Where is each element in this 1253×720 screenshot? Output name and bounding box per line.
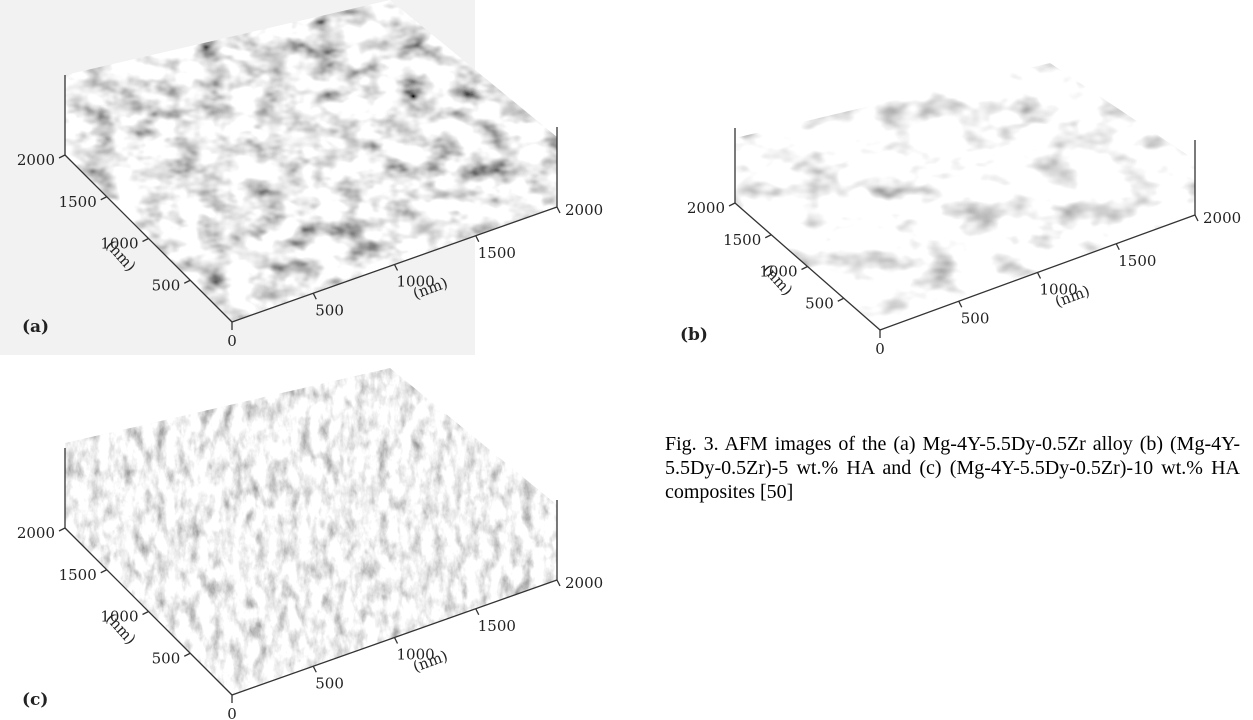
axis-line: [959, 301, 962, 307]
width-tick-label: 2000: [1203, 209, 1241, 227]
width-tick-label: 1500: [478, 617, 516, 635]
height-tick-label: 2000: [687, 199, 725, 217]
height-tick-label: 500: [152, 276, 181, 294]
page: {"figure": { "panels": [ {"label": "(a)"…: [0, 0, 1253, 720]
width-tick-label: 1500: [478, 244, 516, 262]
afm-surface: [735, 33, 1195, 330]
panel-label: (b): [680, 325, 708, 345]
axis-line: [1116, 244, 1119, 250]
height-tick-label: 500: [805, 294, 834, 312]
width-tick-label: 2000: [565, 201, 603, 219]
height-tick-label: 1500: [59, 193, 97, 211]
axis-line: [802, 267, 808, 270]
panel-label: (c): [22, 690, 48, 710]
axis-line: [1195, 215, 1198, 221]
axis-line: [59, 528, 65, 531]
axis-line: [184, 653, 190, 656]
axis-line: [395, 638, 398, 644]
axis-line: [557, 580, 560, 586]
height-tick-label: 500: [152, 649, 181, 667]
axis-line: [1038, 273, 1041, 279]
axis-line: [476, 236, 479, 242]
origin-label: 0: [227, 705, 237, 720]
height-tick-label: 1500: [723, 231, 761, 249]
width-tick-label: 500: [315, 674, 344, 692]
axis-line: [101, 570, 107, 573]
height-tick-label: 1500: [59, 566, 97, 584]
height-tick-label: 2000: [17, 151, 55, 169]
afm-surface: [65, 338, 557, 695]
axis-line: [765, 235, 771, 238]
width-tick-label: 2000: [565, 574, 603, 592]
axis-line: [313, 666, 316, 672]
caption: Fig. 3. AFM images of the (a) Mg-4Y-5.5D…: [665, 432, 1240, 504]
width-tick-label: 500: [315, 301, 344, 319]
axis-line: [143, 612, 149, 615]
axis-line: [729, 203, 735, 206]
origin-label: 0: [875, 340, 885, 358]
panel-label: (a): [22, 317, 49, 337]
height-tick-label: 2000: [17, 524, 55, 542]
origin-label: 0: [227, 332, 237, 350]
width-tick-label: 1500: [1118, 252, 1156, 270]
axis-line: [838, 298, 844, 301]
axis-line: [476, 609, 479, 615]
figure: 0(a)500100015002000(nm)500100015002000(n…: [0, 0, 1253, 720]
axis-line: [557, 207, 560, 213]
width-tick-label: 500: [961, 309, 990, 327]
